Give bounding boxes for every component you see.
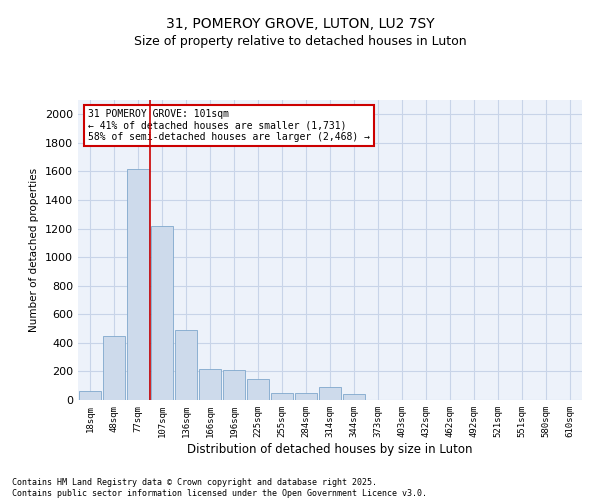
Text: 31 POMEROY GROVE: 101sqm
← 41% of detached houses are smaller (1,731)
58% of sem: 31 POMEROY GROVE: 101sqm ← 41% of detach… bbox=[88, 109, 370, 142]
Bar bbox=[151, 226, 173, 400]
Bar bbox=[199, 368, 221, 400]
Bar bbox=[319, 387, 341, 400]
Text: Contains HM Land Registry data © Crown copyright and database right 2025.
Contai: Contains HM Land Registry data © Crown c… bbox=[12, 478, 427, 498]
Text: Size of property relative to detached houses in Luton: Size of property relative to detached ho… bbox=[134, 35, 466, 48]
Bar bbox=[271, 393, 293, 400]
Y-axis label: Number of detached properties: Number of detached properties bbox=[29, 168, 40, 332]
Bar bbox=[295, 393, 317, 400]
Bar bbox=[127, 168, 149, 400]
Text: 31, POMEROY GROVE, LUTON, LU2 7SY: 31, POMEROY GROVE, LUTON, LU2 7SY bbox=[166, 18, 434, 32]
X-axis label: Distribution of detached houses by size in Luton: Distribution of detached houses by size … bbox=[187, 442, 473, 456]
Bar bbox=[103, 336, 125, 400]
Bar bbox=[247, 378, 269, 400]
Bar bbox=[343, 394, 365, 400]
Bar bbox=[175, 330, 197, 400]
Bar bbox=[79, 392, 101, 400]
Bar bbox=[223, 370, 245, 400]
